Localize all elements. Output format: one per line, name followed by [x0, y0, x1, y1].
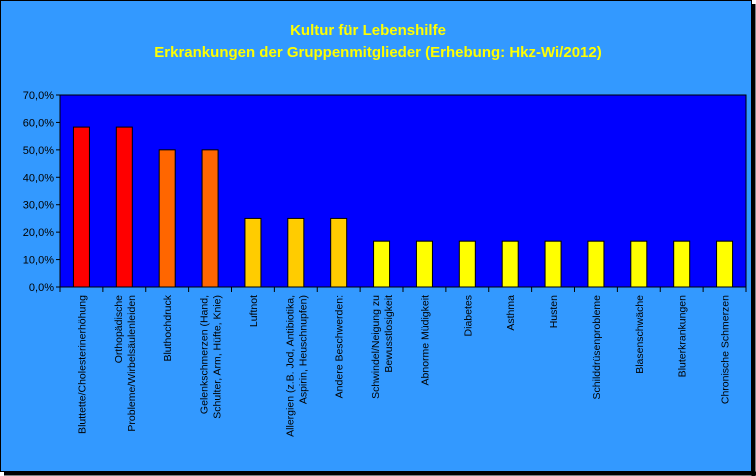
bar[interactable]	[716, 240, 734, 288]
category-label: Asthma	[505, 295, 517, 331]
y-tick-label: 70,0%	[23, 90, 54, 102]
category-label: Diabetes	[462, 295, 474, 336]
chart-title: Kultur für Lebenshilfe	[290, 22, 446, 39]
category-label: Schulter, Arm, Hüfte, Knie)	[212, 295, 224, 419]
category-label: Schilddrüsenprobleme	[591, 295, 603, 400]
category-label: Orthopädische	[113, 295, 125, 363]
y-tick-label: 20,0%	[23, 227, 54, 239]
bar[interactable]	[158, 149, 176, 288]
bar[interactable]	[587, 240, 605, 288]
category-label: Bewusstlosigkeit	[383, 295, 395, 373]
bar[interactable]	[244, 217, 262, 288]
category-label: Husten	[548, 295, 560, 328]
category-label: Blasenschwäche	[634, 295, 646, 374]
y-tick-label: 40,0%	[23, 172, 54, 184]
bar[interactable]	[72, 126, 90, 288]
category-label: Schwindel/Neigung zu	[370, 295, 382, 399]
bar[interactable]	[415, 240, 433, 288]
category-label: Gelenkschmerzen (Hand,	[199, 295, 211, 414]
category-label: Abnorme Müdigkeit	[419, 295, 431, 386]
category-label: Andere Beschwerden:	[334, 295, 346, 398]
chart-subtitle: Erkrankungen der Gruppenmitglieder (Erhe…	[154, 44, 601, 61]
chart-shadow-right	[751, 4, 756, 476]
bar[interactable]	[201, 149, 219, 288]
bar[interactable]	[458, 240, 476, 288]
category-label: Luftnot	[248, 295, 260, 327]
bar[interactable]	[544, 240, 562, 288]
bar[interactable]	[330, 217, 348, 288]
y-tick-label: 0,0%	[29, 282, 54, 294]
y-tick-label: 30,0%	[23, 200, 54, 212]
bar[interactable]	[373, 240, 391, 288]
y-tick-label: 50,0%	[23, 145, 54, 157]
bar[interactable]	[115, 126, 133, 288]
bar[interactable]	[501, 240, 519, 288]
category-label: Bluterkrankungen	[677, 295, 689, 377]
bar[interactable]	[673, 240, 691, 288]
category-label: Aspirin, Heuschnupfen)	[297, 295, 309, 404]
category-label: Allergien (z.B. Jod, Antibiotika,	[284, 295, 296, 437]
bar[interactable]	[287, 217, 305, 288]
y-tick-label: 10,0%	[23, 255, 54, 267]
category-label: Bluthochdruck	[162, 294, 174, 361]
chart-shadow-bottom	[4, 471, 756, 476]
category-label: Bluttette/Cholesterinerhöhung	[76, 295, 88, 434]
y-tick-label: 60,0%	[23, 117, 54, 129]
bar[interactable]	[630, 240, 648, 288]
category-label: Probleme/Wirbelsäulenleiden	[126, 295, 138, 432]
category-label: Chronische Schmerzen	[720, 295, 732, 404]
